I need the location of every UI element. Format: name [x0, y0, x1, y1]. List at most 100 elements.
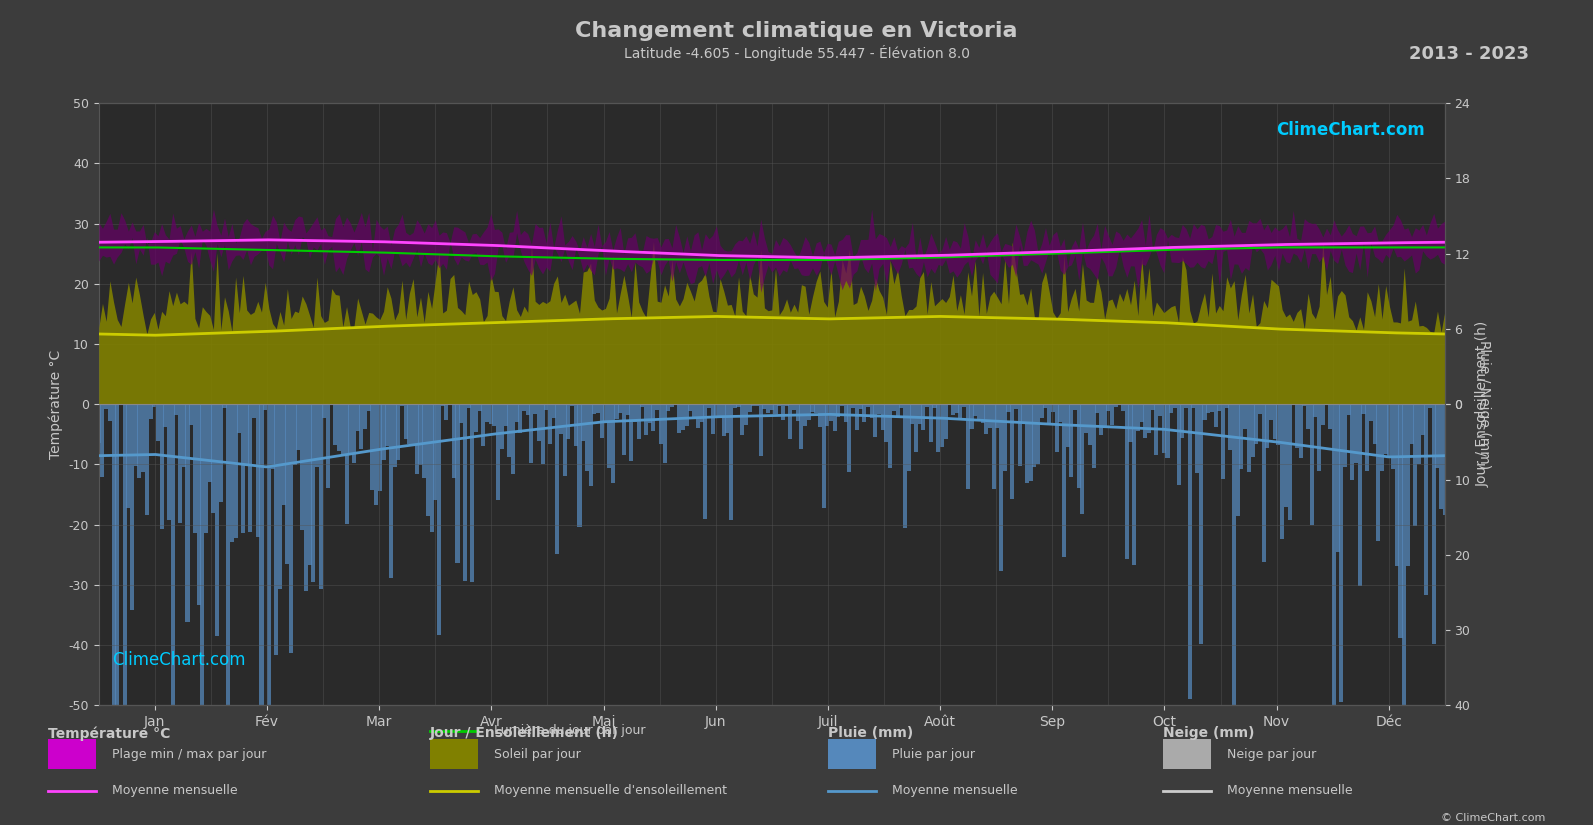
Bar — [174, 404, 178, 415]
Bar — [1110, 404, 1114, 425]
Bar — [1354, 404, 1359, 463]
Bar — [691, 404, 696, 417]
Bar — [352, 404, 355, 463]
Bar — [1040, 404, 1043, 418]
Bar — [903, 404, 906, 528]
Bar — [1273, 404, 1276, 439]
Bar — [1295, 404, 1298, 448]
Bar — [607, 404, 612, 468]
Bar — [1407, 404, 1410, 566]
Bar — [366, 404, 371, 412]
Bar — [752, 404, 755, 406]
Bar — [1332, 404, 1337, 742]
Bar — [285, 404, 290, 564]
Bar — [1128, 404, 1133, 442]
Bar — [937, 404, 940, 452]
Text: ClimeChart.com: ClimeChart.com — [1276, 121, 1424, 139]
Bar — [644, 404, 648, 435]
Bar — [288, 404, 293, 653]
Bar — [677, 404, 682, 433]
Bar — [637, 404, 640, 440]
Bar — [215, 404, 220, 637]
Bar — [201, 404, 204, 725]
Bar — [1357, 404, 1362, 586]
Bar — [1013, 404, 1018, 408]
Bar — [489, 404, 492, 425]
Bar — [1416, 404, 1421, 464]
Bar — [97, 404, 100, 443]
Bar — [1074, 404, 1077, 410]
Bar — [156, 404, 159, 441]
Bar — [1184, 404, 1188, 408]
Bar — [973, 404, 977, 416]
Bar — [1247, 404, 1251, 472]
Bar — [196, 404, 201, 605]
Bar — [229, 404, 234, 542]
Bar — [581, 404, 585, 441]
Bar — [311, 404, 315, 582]
Bar — [1321, 404, 1325, 426]
Bar — [1055, 404, 1059, 452]
Bar — [1035, 404, 1040, 464]
Bar — [847, 404, 852, 472]
Bar — [256, 404, 260, 536]
Bar — [293, 404, 296, 464]
Bar — [792, 404, 796, 410]
Bar — [655, 404, 660, 410]
Bar — [1343, 404, 1348, 467]
Bar — [914, 404, 918, 452]
Bar — [699, 404, 704, 422]
Bar — [1214, 404, 1217, 427]
Bar — [1192, 404, 1195, 408]
Bar — [123, 404, 127, 713]
Bar — [523, 404, 526, 411]
Bar — [696, 404, 699, 428]
Bar — [545, 404, 548, 410]
Bar — [906, 404, 911, 471]
Bar — [755, 404, 758, 407]
Bar — [703, 404, 707, 519]
Bar — [464, 404, 467, 581]
Bar — [685, 404, 688, 427]
Bar — [263, 404, 268, 410]
Bar — [307, 404, 312, 565]
Bar — [1114, 404, 1118, 408]
Bar — [1029, 404, 1032, 481]
Bar — [481, 404, 486, 446]
Bar — [389, 404, 393, 578]
Bar — [921, 404, 926, 430]
Bar — [1368, 404, 1373, 421]
Y-axis label: Jour / Ensoleillement (h): Jour / Ensoleillement (h) — [1477, 321, 1489, 488]
Bar — [252, 404, 256, 418]
Bar — [578, 404, 581, 526]
Bar — [1117, 404, 1121, 405]
Bar — [1043, 404, 1048, 408]
Bar — [1384, 404, 1388, 454]
Bar — [1265, 404, 1270, 448]
Bar — [825, 404, 830, 426]
Text: © ClimeChart.com: © ClimeChart.com — [1440, 813, 1545, 823]
Bar — [1136, 404, 1141, 431]
Bar — [870, 404, 873, 418]
Bar — [333, 404, 338, 445]
Bar — [588, 404, 593, 486]
Bar — [363, 404, 366, 429]
Bar — [452, 404, 456, 478]
Bar — [1166, 404, 1169, 458]
Bar — [371, 404, 374, 490]
Bar — [1002, 404, 1007, 471]
Bar — [730, 404, 733, 520]
Bar — [322, 404, 327, 418]
Bar — [1413, 404, 1418, 526]
Bar — [1438, 404, 1443, 509]
Bar — [741, 404, 744, 435]
Bar — [1351, 404, 1354, 480]
Bar — [515, 404, 519, 422]
Bar — [774, 404, 777, 414]
Bar — [108, 404, 112, 421]
Bar — [1007, 404, 1010, 412]
Bar — [249, 404, 252, 532]
Bar — [245, 404, 249, 464]
Bar — [1195, 404, 1200, 473]
Bar — [1163, 739, 1211, 769]
